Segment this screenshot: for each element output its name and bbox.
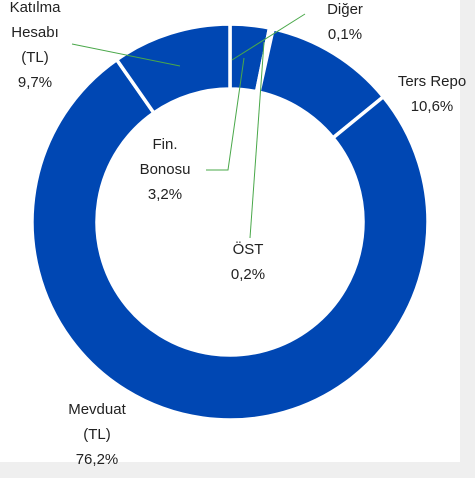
slice-value: 10,6% xyxy=(410,98,454,115)
slice-label: ÖST 0,2% xyxy=(218,237,278,287)
slice-name: Ters Repo xyxy=(397,73,467,90)
slice-name: Diğer xyxy=(327,1,363,18)
slice-value: 9,7% xyxy=(17,74,53,91)
slice-name: ÖST xyxy=(232,241,264,258)
slice-value: 76,2% xyxy=(75,451,119,468)
donut-slice xyxy=(30,57,430,422)
slice-label: Diğer 0,1% xyxy=(315,0,375,47)
leader-lines xyxy=(71,13,306,239)
slice-name: Mevduat (TL) xyxy=(68,401,126,443)
chart-panel: Fin. Bonosu 3,2% ÖST 0,2% Diğer 0,1% Ters Repo… xyxy=(0,0,466,468)
leader-line xyxy=(231,13,306,61)
chart xyxy=(30,13,430,422)
slice-value: 3,2% xyxy=(147,186,183,203)
slice-name: Katılma Hesabı (TL) xyxy=(9,0,61,66)
slice-label: Fin. Bonosu 3,2% xyxy=(130,132,200,207)
slice-name: Fin. Bonosu xyxy=(139,136,191,178)
leader-line xyxy=(249,41,265,239)
donut-slice xyxy=(114,22,232,115)
slice-value: 0,1% xyxy=(327,26,363,43)
leader-line xyxy=(71,43,181,67)
slice-value: 0,2% xyxy=(230,266,266,283)
leader-line xyxy=(206,57,245,171)
slice-label: Mevduat (TL) 76,2% xyxy=(60,397,135,472)
slice-label: Katılma Hesabı (TL) 9,7% xyxy=(4,0,66,95)
slice-label: Ters Repo 10,6% xyxy=(387,69,475,119)
